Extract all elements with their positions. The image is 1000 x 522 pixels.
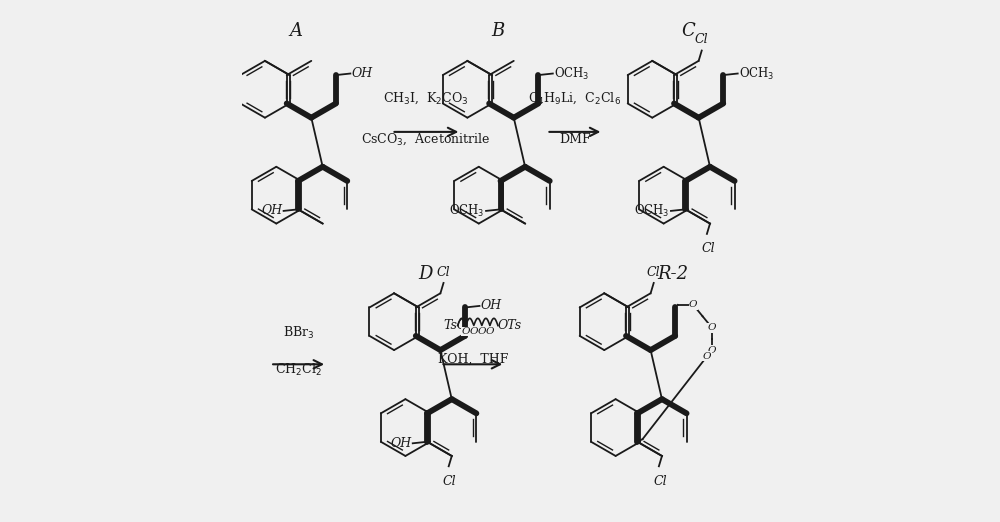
Text: B: B: [491, 22, 504, 40]
Text: D: D: [418, 265, 432, 283]
Text: OH: OH: [261, 205, 283, 217]
Text: O: O: [478, 327, 486, 336]
Text: O: O: [486, 327, 494, 336]
Text: Cl: Cl: [437, 266, 450, 279]
Text: KOH,  THF: KOH, THF: [438, 353, 508, 365]
Text: O: O: [708, 323, 716, 332]
Text: Cl: Cl: [443, 474, 457, 488]
Text: OTs: OTs: [498, 319, 522, 332]
Text: Cl: Cl: [695, 33, 709, 46]
Text: R-2: R-2: [657, 265, 689, 283]
Text: CH$_2$Cl$_2$: CH$_2$Cl$_2$: [275, 361, 322, 377]
Text: TsO: TsO: [443, 319, 467, 332]
Text: OCH$_3$: OCH$_3$: [449, 203, 485, 219]
Text: OH: OH: [391, 437, 412, 450]
Text: A: A: [290, 22, 303, 40]
Text: O: O: [689, 300, 698, 310]
Text: OCH$_3$: OCH$_3$: [554, 65, 589, 81]
Text: CsCO$_3$,  Acetonitrile: CsCO$_3$, Acetonitrile: [361, 132, 491, 147]
Text: BBr$_3$: BBr$_3$: [283, 325, 314, 341]
Text: O: O: [470, 327, 478, 336]
Text: Cl: Cl: [647, 266, 661, 279]
Text: OCH$_3$: OCH$_3$: [634, 203, 670, 219]
Text: O: O: [461, 327, 470, 336]
Text: OCH$_3$: OCH$_3$: [739, 65, 774, 81]
Text: O: O: [703, 351, 711, 361]
Text: Cl: Cl: [653, 474, 667, 488]
Text: C$_4$H$_9$Li,  C$_2$Cl$_6$: C$_4$H$_9$Li, C$_2$Cl$_6$: [528, 91, 621, 106]
Text: C: C: [682, 22, 695, 40]
Text: OH: OH: [351, 67, 373, 80]
Text: CH$_3$I,  K$_2$CO$_3$: CH$_3$I, K$_2$CO$_3$: [383, 91, 469, 106]
Text: DMF: DMF: [559, 133, 591, 146]
Text: Cl: Cl: [701, 242, 715, 255]
Text: O: O: [708, 346, 716, 355]
Text: OH: OH: [481, 300, 502, 313]
